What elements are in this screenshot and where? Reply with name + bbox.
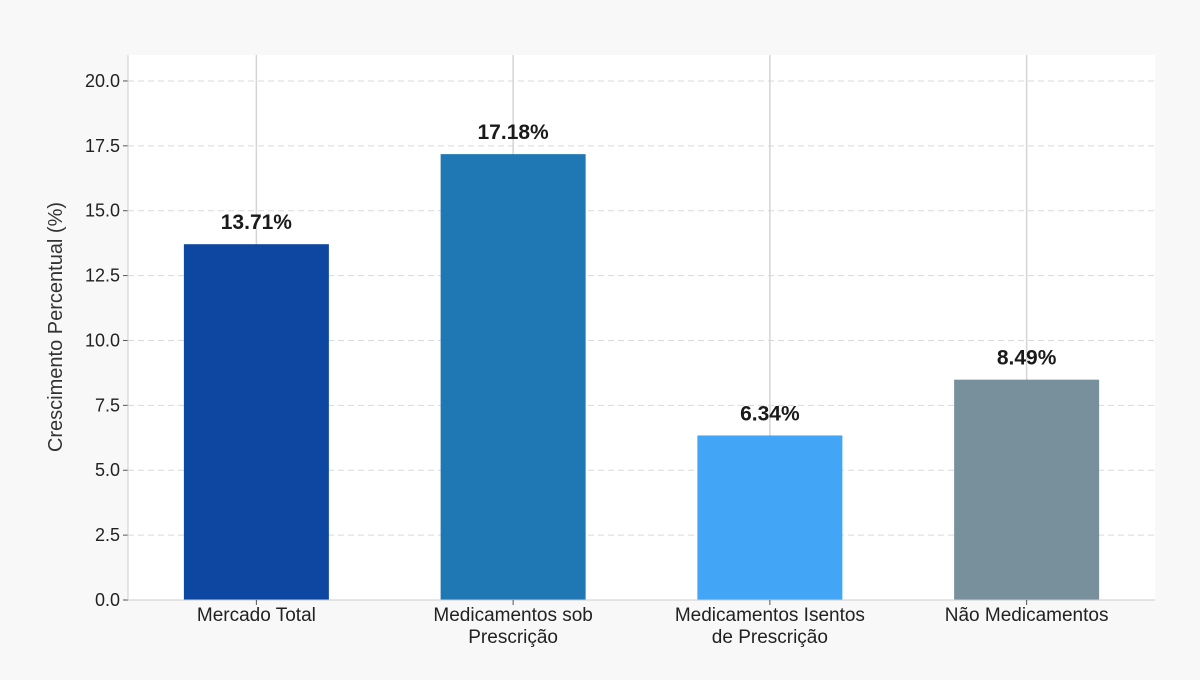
y-axis-title: Crescimento Percentual (%): [45, 202, 67, 452]
x-tick-label: Não Medicamentos: [945, 605, 1109, 626]
data-label: 13.71%: [221, 211, 293, 234]
axes: [123, 55, 1155, 605]
y-tick-label: 12.5: [85, 266, 120, 286]
y-tick-label: 2.5: [95, 525, 120, 545]
y-tick-label: 0.0: [95, 590, 120, 610]
data-label: 6.34%: [740, 402, 800, 425]
x-tick-label: Medicamentos Isentos: [675, 605, 865, 626]
y-tick-label: 17.5: [85, 136, 120, 156]
bar: [697, 435, 843, 600]
x-tick-label: de Prescrição: [712, 627, 828, 648]
x-tick-label: Medicamentos sob: [433, 605, 592, 626]
y-tick-label: 15.0: [85, 201, 120, 221]
y-tick-label: 10.0: [85, 330, 120, 350]
y-tick-label: 5.0: [95, 460, 120, 480]
y-tick-label: 7.5: [95, 395, 120, 415]
bar: [954, 379, 1100, 600]
bars: [183, 154, 1100, 600]
y-tick-label: 20.0: [85, 71, 120, 91]
bar: [183, 244, 329, 600]
labels: 0.0 2.5 5.0 7.5 10.0 12.5 15.0 17.5 20.0 13.71% Me…: [85, 71, 1109, 648]
bar: [440, 154, 586, 600]
x-tick-label: Prescrição: [468, 627, 558, 648]
data-label: 8.49%: [997, 347, 1057, 370]
x-tick-label: Mercado Total: [197, 605, 316, 626]
data-label: 17.18%: [478, 121, 550, 144]
